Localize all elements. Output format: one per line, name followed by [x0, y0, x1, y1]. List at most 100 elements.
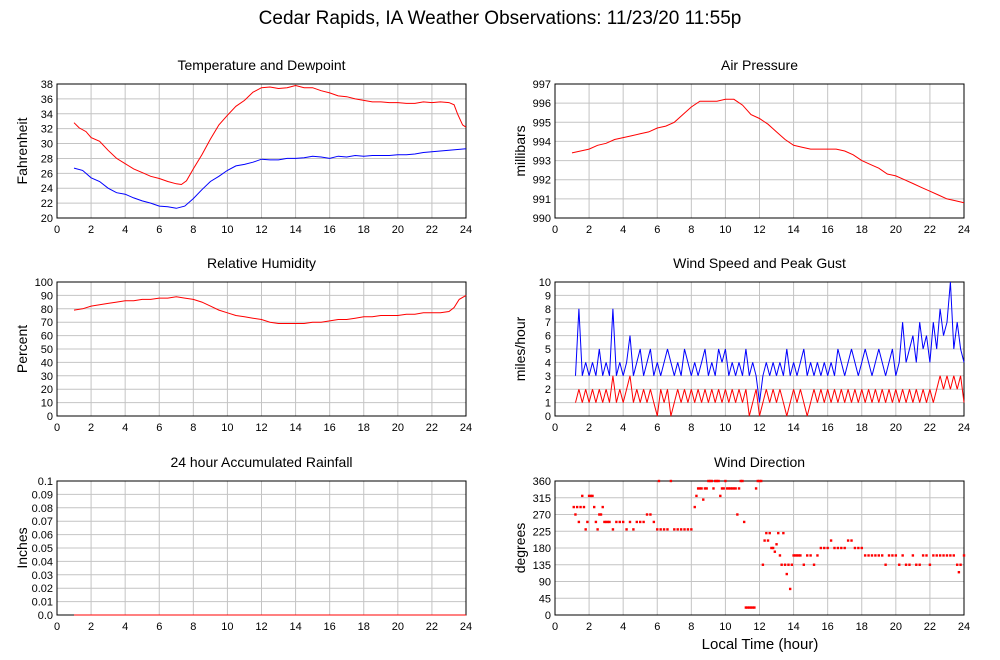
temp-ytick-label: 28 — [41, 153, 53, 165]
temp-ytick-label: 34 — [41, 109, 53, 121]
direction-title: Wind Direction — [714, 454, 805, 470]
direction-point — [816, 554, 819, 557]
direction-point — [727, 487, 731, 490]
direction-point — [773, 550, 777, 553]
rain-title: 24 hour Accumulated Rainfall — [170, 454, 352, 470]
direction-point — [766, 539, 770, 542]
direction-point — [696, 487, 700, 490]
direction-point — [955, 563, 959, 566]
wind-xtick-label: 18 — [856, 422, 868, 434]
direction-point — [765, 531, 768, 535]
direction-point — [819, 546, 823, 550]
direction-point — [945, 554, 949, 557]
direction-point — [717, 479, 720, 483]
temp-series-line-blue — [73, 148, 467, 209]
direction-point — [962, 554, 966, 557]
direction-point — [625, 528, 628, 531]
direction-point — [952, 554, 955, 557]
direction-point — [761, 563, 765, 566]
direction-ytick-label: 135 — [533, 560, 551, 572]
direction-point — [666, 528, 669, 531]
direction-point — [592, 505, 596, 509]
wind-ytick-label: 10 — [539, 277, 551, 289]
direction-point — [698, 487, 702, 490]
direction-point — [911, 554, 915, 557]
direction-xtick-label: 8 — [688, 621, 694, 633]
direction-point — [763, 539, 766, 542]
rain-xtick-label: 4 — [122, 621, 128, 633]
direction-ytick-label: 90 — [539, 577, 551, 589]
direction-point — [753, 606, 756, 609]
pressure-ytick-label: 996 — [533, 98, 551, 110]
direction-point — [584, 528, 587, 531]
wind-ytick-label: 6 — [545, 331, 551, 343]
rain-xtick-label: 0 — [54, 621, 60, 633]
rain-ytick-label: 0.06 — [32, 530, 53, 542]
direction-point — [736, 513, 739, 516]
humidity-ylabel: Percent — [14, 325, 30, 373]
temp-ytick-label: 20 — [41, 213, 53, 225]
direction-xtick-label: 2 — [586, 621, 592, 633]
direction-point — [833, 546, 836, 550]
pressure-xtick-label: 2 — [586, 224, 592, 236]
direction-point — [700, 487, 703, 490]
direction-point — [748, 606, 751, 609]
direction-point — [783, 563, 787, 566]
wind-xtick-label: 24 — [958, 422, 970, 434]
rain-xtick-label: 24 — [460, 621, 472, 633]
temp-plot-frame — [56, 83, 467, 219]
direction-point — [708, 479, 712, 483]
direction-point — [891, 554, 894, 557]
direction-point — [790, 563, 794, 566]
wind-title: Wind Speed and Peak Gust — [673, 255, 846, 271]
temp-ytick-label: 38 — [41, 79, 53, 91]
wind-xtick-label: 4 — [620, 422, 626, 434]
direction-xtick-label: 4 — [620, 621, 626, 633]
direction-point — [572, 505, 575, 509]
rain-ytick-label: 0.09 — [32, 489, 53, 501]
humidity-ytick-label: 20 — [41, 384, 53, 396]
direction-point — [715, 479, 719, 483]
humidity-ytick-label: 60 — [41, 331, 53, 343]
direction-point — [732, 487, 736, 490]
wind-xtick-label: 8 — [688, 422, 694, 434]
temp-ytick-label: 24 — [41, 183, 53, 195]
pressure-xtick-label: 20 — [890, 224, 902, 236]
direction-ytick-label: 270 — [533, 510, 551, 522]
direction-point — [639, 520, 642, 524]
pressure-xtick-label: 0 — [552, 224, 558, 236]
wind-ytick-label: 3 — [545, 371, 551, 383]
direction-point — [581, 494, 584, 498]
rain-xtick-label: 22 — [426, 621, 438, 633]
rain-xtick-label: 16 — [324, 621, 336, 633]
humidity-xtick-label: 6 — [156, 422, 162, 434]
rain-xtick-label: 14 — [289, 621, 301, 633]
direction-point — [802, 563, 806, 566]
temp-xtick-label: 14 — [289, 224, 301, 236]
wind-chart: Wind Speed and Peak Gustmiles/hour012345… — [512, 255, 970, 434]
direction-point — [659, 528, 662, 531]
temp-xtick-label: 8 — [190, 224, 196, 236]
temp-ytick-label: 30 — [41, 139, 53, 151]
direction-xtick-label: 22 — [924, 621, 936, 633]
direction-point — [683, 528, 686, 531]
humidity-xtick-label: 10 — [221, 422, 233, 434]
wind-xtick-label: 22 — [924, 422, 936, 434]
direction-point — [829, 539, 833, 542]
direction-point — [853, 546, 857, 550]
direction-ytick-label: 315 — [533, 493, 551, 505]
humidity-xtick-label: 16 — [324, 422, 336, 434]
rain-ylabel: Inches — [14, 527, 30, 568]
direction-point — [792, 554, 795, 557]
direction-point — [760, 479, 763, 483]
direction-point — [799, 554, 802, 557]
wind-series-line-red — [575, 375, 965, 417]
pressure-chart: Air Pressure millibars 990 991 992 993 994 995 9… — [512, 57, 970, 236]
direction-point — [746, 606, 749, 609]
temp-xtick-label: 18 — [358, 224, 370, 236]
direction-point — [729, 487, 732, 490]
temp-ytick-label: 22 — [41, 198, 53, 210]
direction-point — [744, 606, 748, 609]
temp-xtick-label: 0 — [54, 224, 60, 236]
